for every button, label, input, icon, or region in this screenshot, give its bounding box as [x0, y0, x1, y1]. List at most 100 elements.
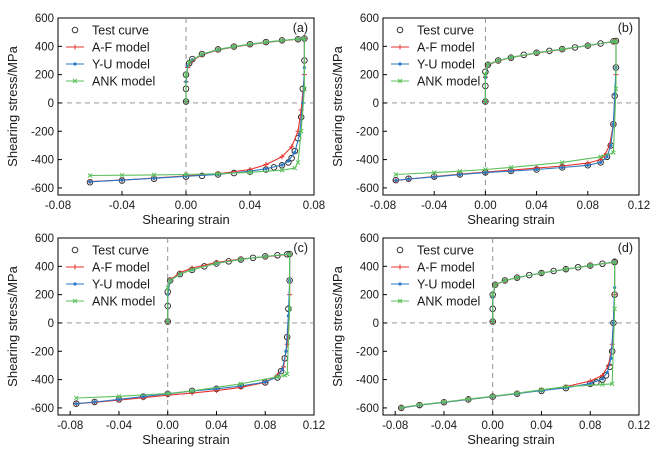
- data-point-ank: [563, 266, 569, 272]
- data-point-ank: [490, 292, 496, 297]
- y-tick-label: -600: [31, 183, 54, 195]
- data-point-yu: [280, 163, 284, 167]
- data-point-ank: [502, 278, 508, 283]
- legend-marker-ank: [72, 298, 78, 304]
- x-tick-label: -0.08: [382, 420, 408, 432]
- y-tick-label: 0: [373, 318, 379, 330]
- data-point-ank: [87, 173, 93, 178]
- x-tick-label: -0.04: [431, 420, 458, 432]
- data-point-yu: [605, 155, 609, 159]
- legend-label-test: Test curve: [417, 244, 474, 258]
- data-point-ank: [284, 371, 290, 377]
- y-axis-title: Shearing stress/MPa: [5, 45, 20, 166]
- plot-frame: [57, 237, 315, 416]
- legend-marker-af: [72, 264, 78, 270]
- data-point-ank: [282, 372, 288, 378]
- legend-label-yu: Y-U model: [92, 58, 150, 72]
- legend-marker-test: [396, 246, 404, 254]
- legend-label-af: A-F model: [92, 41, 150, 55]
- y-tick-label: 0: [48, 318, 54, 330]
- data-point-yu: [264, 167, 268, 171]
- data-point-ank: [612, 306, 617, 312]
- plot-frame: [382, 17, 640, 196]
- data-point-af: [289, 144, 295, 150]
- data-point-ank: [186, 59, 192, 65]
- y-tick-label: -200: [31, 126, 54, 138]
- data-point-ank: [441, 399, 447, 405]
- legend-label-ank: ANK model: [417, 295, 480, 309]
- y-axis-title: Shearing stress/MPa: [5, 265, 20, 386]
- data-point-ank: [302, 36, 307, 41]
- data-point-yu: [284, 349, 288, 353]
- y-tick-label: -600: [356, 403, 379, 415]
- chart-panel-2: -0.08 -0.04 0.00 0.04 0.08 0.12 -600 -400 -200 0 2…: [330, 13, 650, 227]
- legend-label-ank: ANK model: [417, 75, 480, 89]
- panel-label: (d): [618, 241, 633, 255]
- legend: Test curve A-F model Y-U model ANK model: [391, 24, 480, 89]
- data-point-yu: [560, 165, 564, 170]
- legend-label-test: Test curve: [92, 24, 149, 38]
- data-point-ank: [508, 55, 514, 60]
- data-point-ank: [199, 51, 205, 57]
- data-point-ank: [167, 278, 173, 283]
- x-axis-title: Shearing strain: [142, 212, 229, 227]
- x-tick-label: 0.04: [525, 200, 548, 212]
- y-tick-label: 600: [35, 13, 54, 25]
- y-tick-label: 400: [360, 41, 379, 53]
- legend-marker-yu: [73, 282, 77, 286]
- x-tick-label: 0.12: [628, 200, 650, 212]
- data-point-ank: [559, 46, 565, 52]
- data-point-ank: [215, 47, 221, 52]
- series-line-ank: [401, 261, 616, 409]
- legend-label-ank: ANK model: [92, 295, 155, 309]
- legend-marker-af: [397, 264, 403, 270]
- y-tick-label: 200: [360, 70, 379, 82]
- data-point-yu: [509, 169, 513, 173]
- data-point-ank: [73, 395, 79, 401]
- data-point-ank: [534, 50, 539, 56]
- y-tick-label: 0: [48, 98, 54, 110]
- x-tick-label: -0.08: [45, 200, 71, 212]
- data-point-ank: [609, 381, 615, 387]
- data-point-yu: [74, 402, 78, 406]
- data-point-ank: [465, 396, 471, 402]
- data-point-ank: [247, 41, 253, 47]
- y-tick-label: -200: [31, 346, 54, 358]
- legend-marker-af: [72, 44, 78, 50]
- data-point-ank: [287, 306, 292, 312]
- data-point-ank: [295, 36, 301, 42]
- legend-marker-af: [397, 44, 403, 50]
- data-point-ank: [165, 319, 171, 324]
- data-point-ank: [215, 171, 221, 177]
- x-tick-label: -0.04: [109, 200, 136, 212]
- x-tick-label: 0.00: [482, 420, 504, 432]
- series-ank: [87, 36, 307, 178]
- y-tick-label: 400: [35, 261, 54, 273]
- data-point-ank: [483, 72, 488, 77]
- data-point-ank: [275, 374, 280, 380]
- data-point-yu: [117, 397, 121, 402]
- legend-label-yu: Y-U model: [417, 278, 475, 292]
- x-tick-label: 0.04: [239, 200, 262, 212]
- data-point-ank: [563, 384, 569, 390]
- x-tick-label: 0.00: [474, 200, 496, 212]
- data-point-yu: [286, 159, 290, 163]
- y-axis-title: Shearing stress/MPa: [330, 265, 345, 386]
- data-point-ank: [457, 168, 463, 174]
- legend-marker-ank: [72, 78, 78, 84]
- data-point-ank: [287, 251, 292, 257]
- legend-label-test: Test curve: [417, 24, 474, 38]
- data-point-ank: [483, 167, 488, 172]
- data-point-af: [599, 372, 605, 378]
- legend-marker-test: [71, 246, 79, 254]
- data-point-ank: [539, 270, 544, 276]
- data-point-ank: [611, 150, 616, 155]
- data-point-yu: [605, 370, 609, 375]
- data-point-ank: [393, 172, 399, 177]
- data-point-ank: [483, 99, 488, 104]
- x-tick-label: 0.08: [254, 420, 276, 432]
- data-point-ank: [514, 390, 520, 396]
- data-point-yu: [280, 368, 284, 372]
- y-tick-label: 600: [35, 233, 54, 245]
